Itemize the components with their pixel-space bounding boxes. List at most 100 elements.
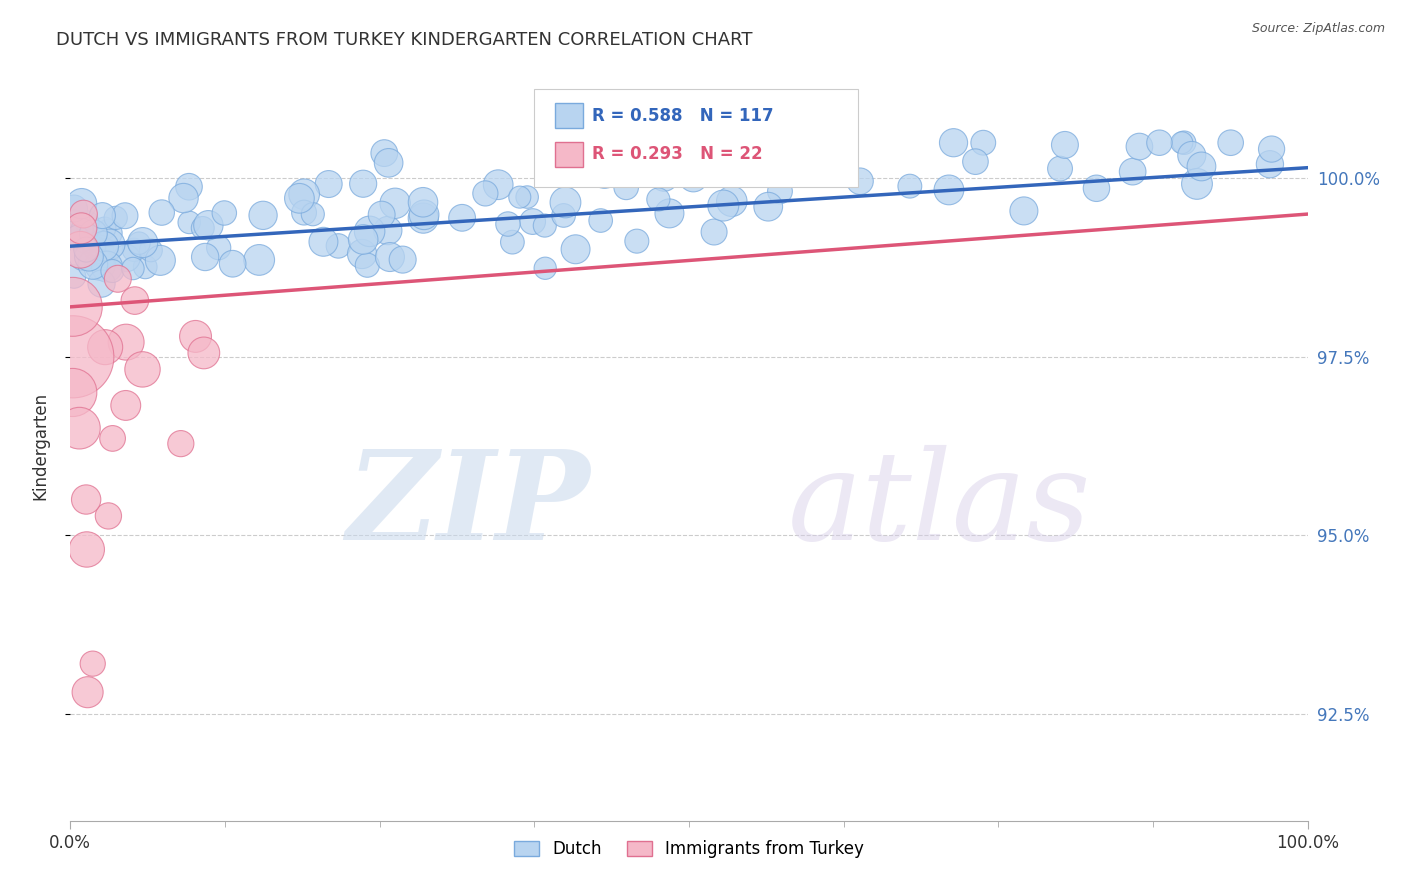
Point — [1049, 161, 1071, 176]
Point — [115, 335, 138, 350]
Point — [77, 250, 100, 264]
Point — [82, 257, 104, 271]
Point — [1191, 160, 1213, 174]
Point — [391, 252, 413, 267]
Point — [247, 252, 270, 267]
Point — [170, 436, 193, 450]
Point — [312, 235, 335, 249]
Point — [509, 190, 531, 204]
Point — [63, 269, 86, 284]
Point — [114, 209, 136, 223]
Point — [98, 237, 121, 252]
Point — [352, 247, 374, 261]
Point — [93, 239, 115, 253]
Point — [173, 191, 195, 205]
Point — [647, 193, 669, 207]
Point — [496, 217, 519, 231]
Point — [1122, 164, 1144, 178]
Point — [191, 221, 214, 235]
Point — [589, 213, 612, 227]
Point — [193, 346, 215, 360]
Point — [849, 174, 872, 188]
Point — [292, 187, 315, 202]
Point — [1128, 139, 1150, 153]
Point — [139, 244, 162, 258]
Text: R = 0.588   N = 117: R = 0.588 N = 117 — [592, 107, 773, 125]
Point — [711, 198, 734, 212]
Point — [70, 196, 93, 211]
Point — [720, 194, 742, 209]
Point — [91, 209, 114, 223]
Point — [965, 154, 987, 169]
Point — [516, 190, 538, 204]
Point — [534, 261, 557, 276]
Point — [377, 223, 399, 237]
Point — [90, 277, 112, 291]
Point — [134, 260, 156, 274]
Point — [66, 229, 89, 244]
Point — [67, 421, 90, 435]
Point — [115, 251, 138, 265]
Point — [593, 166, 616, 180]
Point — [373, 146, 395, 161]
Point — [658, 206, 681, 220]
Point — [474, 186, 496, 201]
Point — [1185, 177, 1208, 191]
Point — [179, 215, 201, 229]
Point — [626, 234, 648, 248]
Point — [97, 226, 120, 240]
Point — [122, 243, 145, 257]
Point — [128, 236, 150, 251]
Point — [1181, 148, 1204, 162]
Point — [124, 293, 146, 308]
Y-axis label: Kindergarten: Kindergarten — [31, 392, 49, 500]
Point — [221, 257, 243, 271]
Point — [62, 300, 84, 314]
Legend: Dutch, Immigrants from Turkey: Dutch, Immigrants from Turkey — [508, 833, 870, 864]
Point — [318, 177, 340, 191]
Point — [93, 246, 115, 260]
Point — [75, 492, 97, 507]
Point — [62, 385, 84, 400]
Point — [288, 191, 311, 205]
Point — [756, 200, 779, 214]
Point — [70, 222, 93, 236]
Point — [486, 178, 509, 192]
Point — [76, 685, 98, 699]
Point — [972, 136, 994, 150]
Point — [104, 211, 127, 225]
Point — [359, 224, 381, 238]
Point — [96, 260, 118, 274]
Point — [131, 362, 153, 376]
Point — [352, 232, 374, 246]
Point — [703, 225, 725, 239]
Point — [76, 216, 98, 230]
Point — [184, 329, 207, 343]
Point — [301, 207, 323, 221]
Point — [107, 272, 129, 286]
Point — [72, 249, 94, 263]
Point — [370, 208, 392, 222]
Point — [194, 250, 217, 264]
Point — [554, 195, 576, 210]
Point — [76, 542, 98, 557]
Point — [93, 221, 115, 235]
Point — [377, 156, 399, 170]
Point — [62, 350, 84, 364]
Point — [114, 399, 136, 413]
Point — [1219, 136, 1241, 150]
Point — [149, 253, 172, 268]
Point — [89, 258, 111, 272]
Point — [1012, 203, 1035, 218]
Point — [451, 211, 474, 225]
Point — [83, 241, 105, 255]
Text: DUTCH VS IMMIGRANTS FROM TURKEY KINDERGARTEN CORRELATION CHART: DUTCH VS IMMIGRANTS FROM TURKEY KINDERGA… — [56, 31, 752, 49]
Point — [682, 170, 704, 185]
Point — [522, 214, 544, 228]
Point — [413, 208, 436, 222]
Point — [70, 221, 93, 235]
Point — [63, 202, 86, 216]
Point — [94, 340, 117, 354]
Point — [356, 258, 378, 272]
Point — [1085, 181, 1108, 195]
